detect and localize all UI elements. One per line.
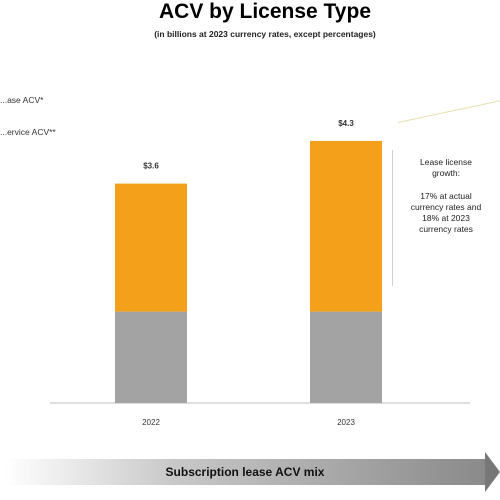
bar-total-label-2022: $3.6 xyxy=(143,162,159,171)
mix-arrow-label: Subscription lease ACV mix xyxy=(165,465,325,479)
annotation-line-4: currency rates and xyxy=(410,202,482,212)
chart-title: ACV by License Type xyxy=(158,0,371,23)
annotation-line-1: Lease license xyxy=(420,157,472,167)
x-tick-label-2022: 2022 xyxy=(142,418,160,427)
x-tick-label-2023: 2023 xyxy=(337,418,355,427)
bar-lease-segment-2023 xyxy=(310,140,382,312)
annotation-line-6: currency rates xyxy=(419,224,473,234)
bar-service-segment-2022 xyxy=(115,311,187,403)
bar-service-segment-2023 xyxy=(310,311,382,403)
annotation-line-5: 18% at 2023 xyxy=(422,213,470,223)
legend-lease-acv: ...ase ACV* xyxy=(0,95,44,105)
legend-service-acv: ...ervice ACV** xyxy=(0,127,56,137)
arrow-head-icon xyxy=(485,452,500,492)
mix-arrow-bar xyxy=(5,459,485,485)
annotation-divider xyxy=(392,150,393,286)
chart-subtitle: (in billions at 2023 currency rates, exc… xyxy=(154,29,376,39)
bar-lease-segment-2022 xyxy=(115,183,187,312)
bar-total-label-2023: $4.3 xyxy=(338,119,354,128)
growth-annotation: Lease license growth: 17% at actual curr… xyxy=(392,157,500,235)
annotation-line-2: growth: xyxy=(432,168,460,178)
annotation-line-3: 17% at actual xyxy=(420,191,472,201)
